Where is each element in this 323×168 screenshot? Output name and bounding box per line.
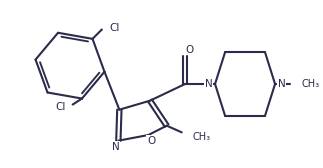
Text: Cl: Cl [109,23,120,33]
Text: CH₃: CH₃ [193,132,211,142]
Text: N: N [278,79,286,89]
Text: Cl: Cl [55,102,65,112]
Text: O: O [147,136,155,146]
Text: N: N [205,79,213,89]
Text: O: O [185,45,193,55]
Text: CH₃: CH₃ [302,79,320,89]
Text: N: N [112,142,120,152]
